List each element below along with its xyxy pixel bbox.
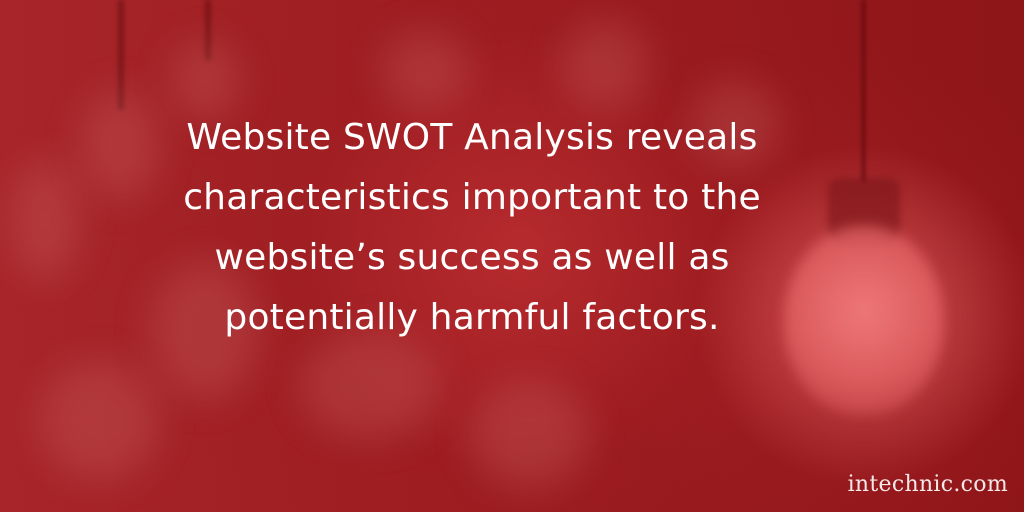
site-watermark: intechnic.com — [847, 472, 1008, 497]
decorative-bulb — [380, 30, 470, 110]
headline: Website SWOT Analysis reveals characteri… — [183, 117, 761, 338]
decorative-wire — [205, 0, 211, 60]
decorative-bulb — [150, 260, 260, 400]
decorative-bulb — [300, 330, 440, 440]
decorative-wire — [118, 0, 124, 110]
decorative-bulb — [40, 360, 160, 480]
decorative-bulb — [470, 380, 590, 490]
decorative-bulb — [560, 20, 650, 110]
decorative-bulb — [170, 40, 240, 120]
decorative-bulb — [690, 80, 780, 170]
decorative-bulb — [80, 90, 160, 200]
light-bulb-icon — [784, 225, 944, 415]
bulb-wire — [861, 0, 866, 182]
decorative-bulb — [10, 160, 80, 280]
